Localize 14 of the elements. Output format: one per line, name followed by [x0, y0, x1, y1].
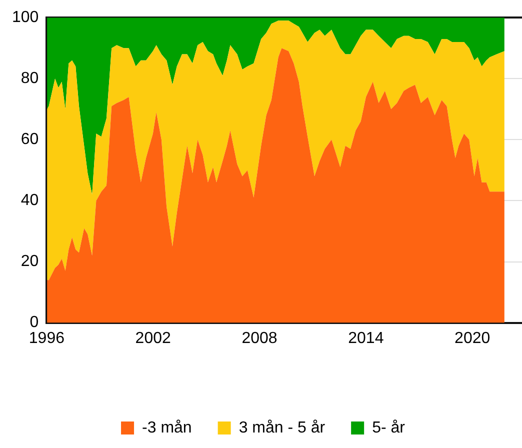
x-tick-label: 2014	[348, 330, 384, 347]
x-tick-label: 1996	[28, 330, 65, 347]
y-tick-label: 100	[12, 9, 39, 26]
legend-label: 3 mån - 5 år	[238, 419, 326, 436]
y-tick-label: 0	[30, 314, 39, 332]
y-tick-label: 60	[20, 131, 39, 148]
x-tick-label: 2008	[242, 330, 278, 347]
legend-label: 5- år	[372, 419, 406, 436]
y-tick-label: 20	[20, 253, 39, 270]
x-tick-label: 2002	[135, 330, 172, 347]
x-tick-label: 2020	[454, 330, 490, 347]
y-tick-label: 80	[20, 70, 39, 88]
y-tick-label: 40	[20, 192, 39, 210]
legend-label: -3 mån	[142, 419, 192, 436]
